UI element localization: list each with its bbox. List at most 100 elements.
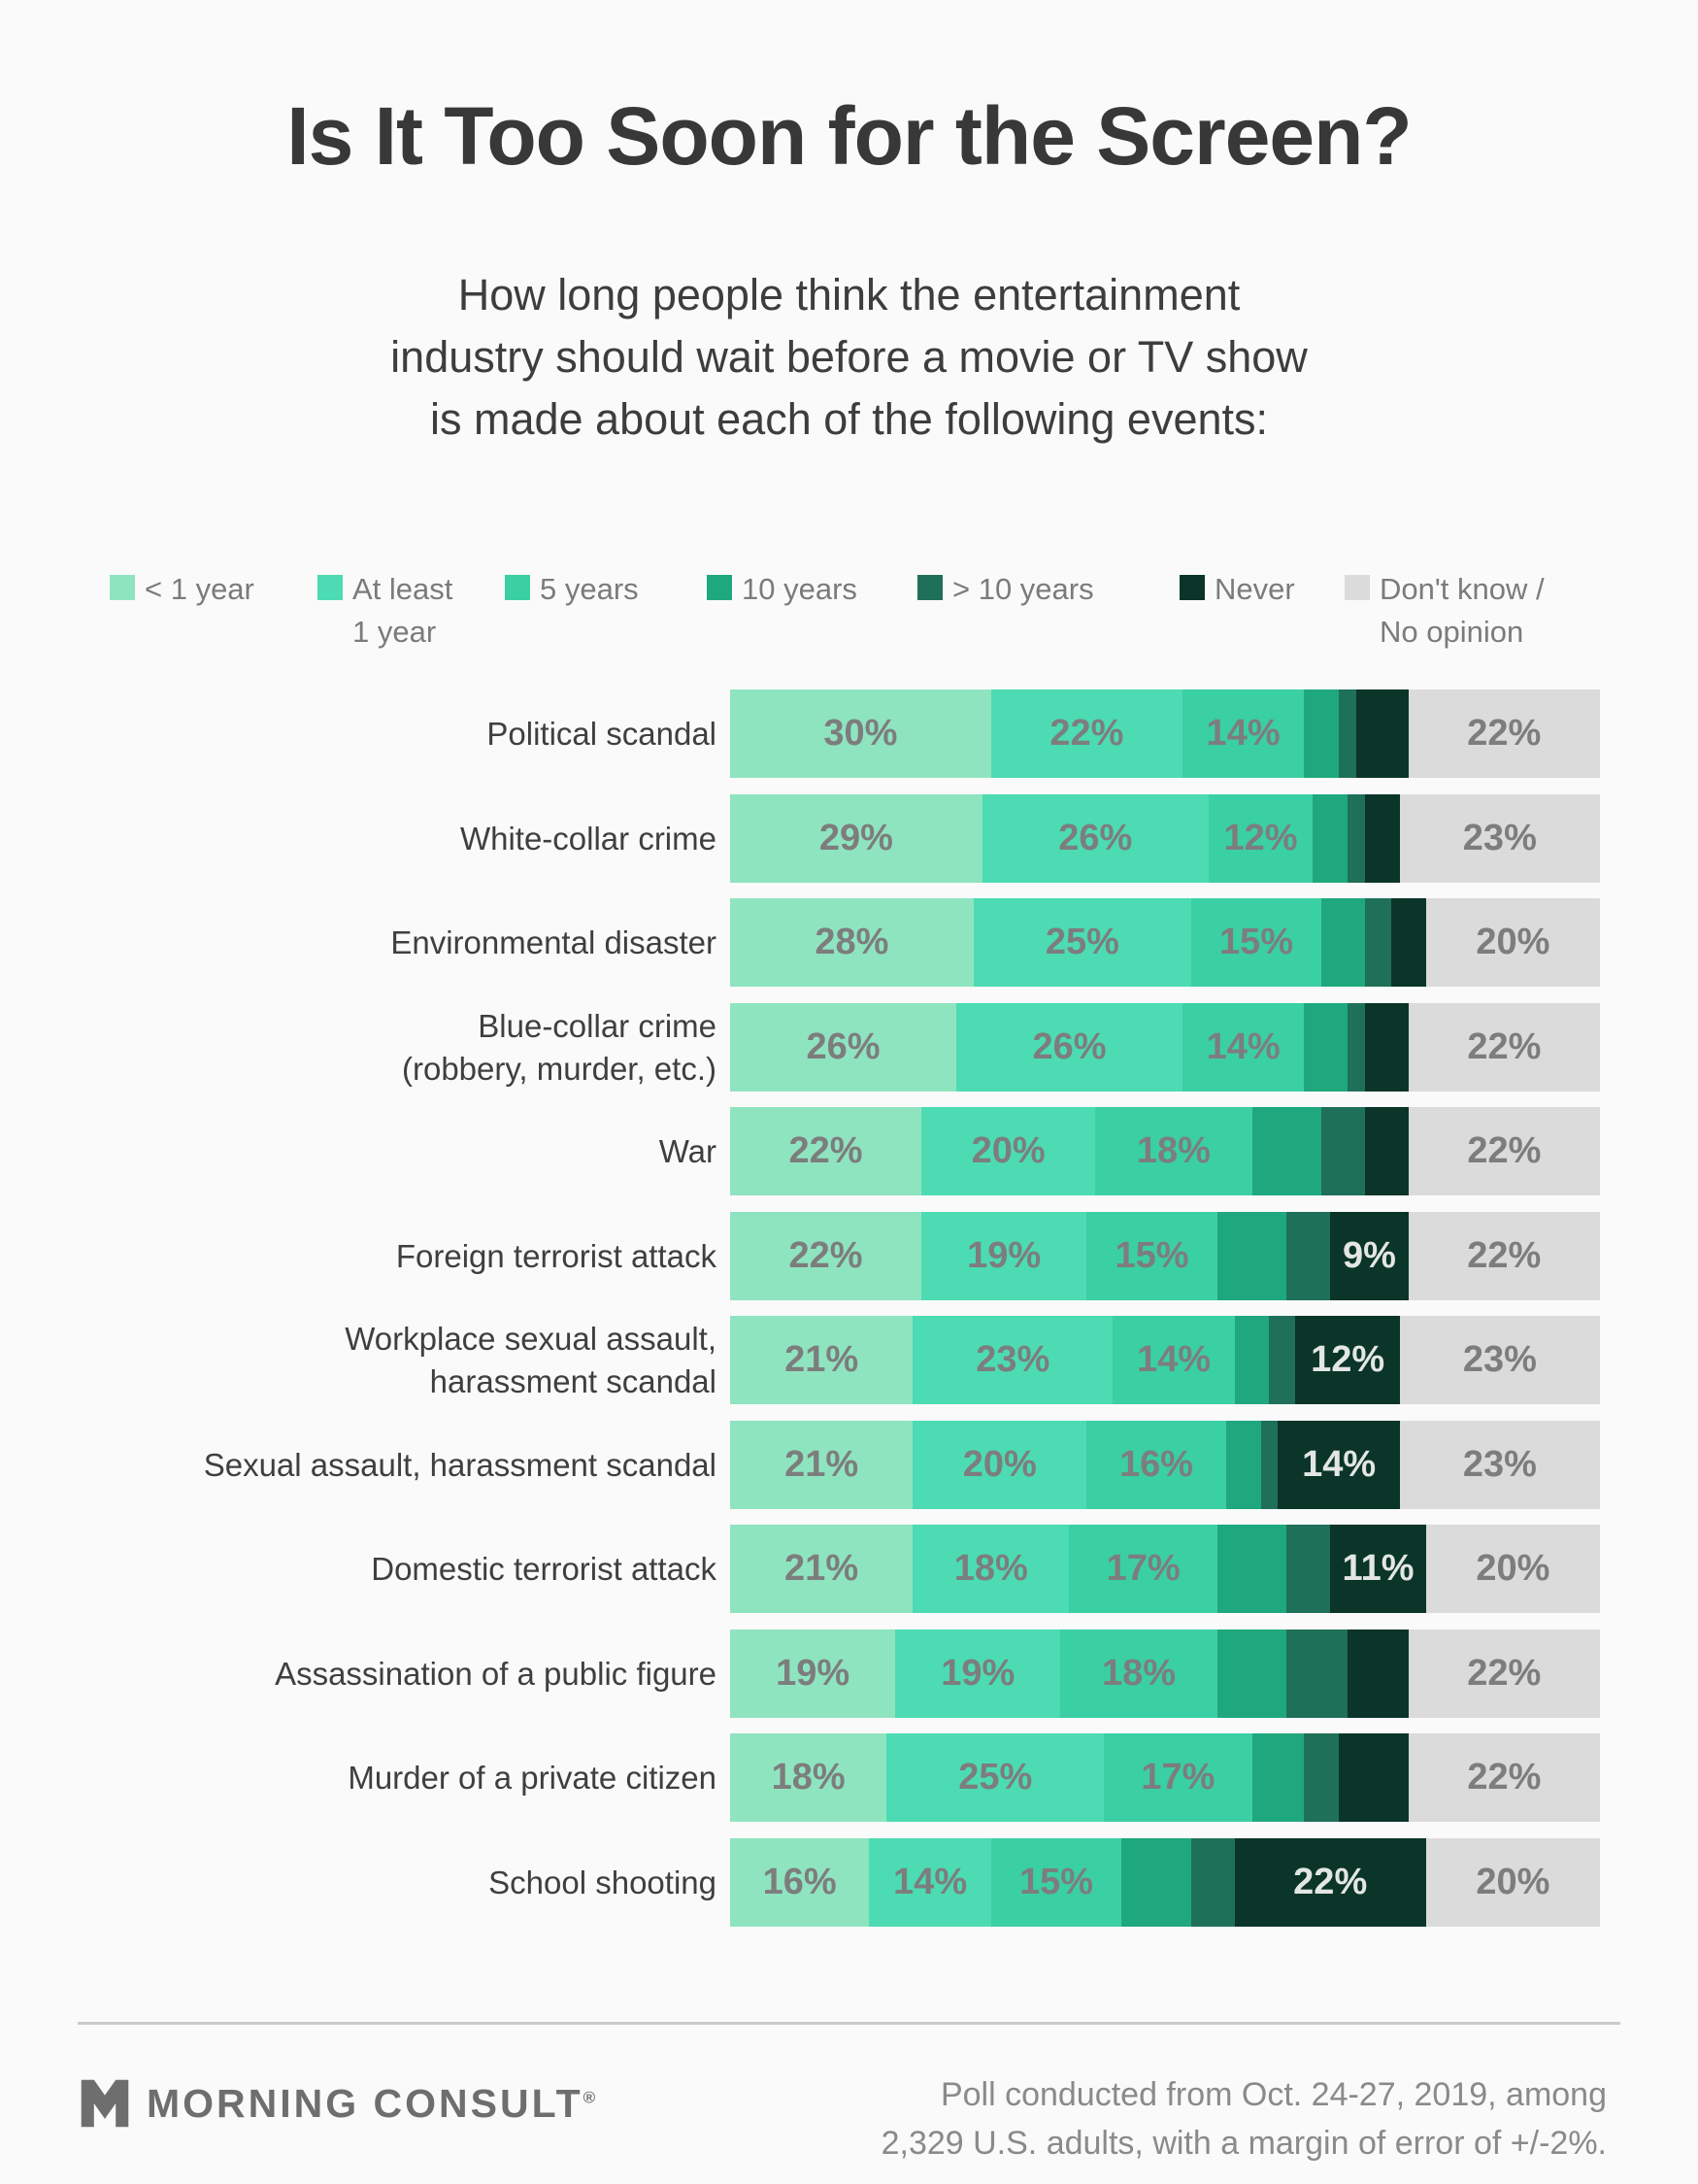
- segment-value-label: 22%: [1467, 1026, 1542, 1067]
- segment-value-label: 25%: [958, 1757, 1033, 1798]
- segment-value-label: 20%: [1476, 1862, 1550, 1902]
- bar-segment: 19%: [895, 1630, 1061, 1718]
- category-label-line: (robbery, murder, etc.): [402, 1050, 716, 1087]
- bar-segment: 23%: [1399, 1421, 1600, 1509]
- legend-label-line: Don't know /: [1380, 572, 1545, 606]
- chart-row: Domestic terrorist attack 21% 18% 17% 11% 20%: [0, 1525, 1698, 1613]
- legend-label-line: > 10 years: [952, 572, 1094, 606]
- segment-value-label: 14%: [1206, 1026, 1281, 1067]
- bar-segment: 14%: [1113, 1316, 1235, 1404]
- page-subtitle: How long people think the entertainment …: [0, 264, 1698, 451]
- legend-swatch-icon: [317, 575, 343, 600]
- legend-label: 10 years: [742, 568, 857, 611]
- bar-segment: 22%: [730, 1107, 922, 1195]
- category-label-line: harassment scandal: [429, 1362, 716, 1399]
- legend-label: Don't know / No opinion: [1380, 568, 1545, 654]
- chart-row: Environmental disaster 28% 25% 15% 20%: [0, 898, 1698, 987]
- bar-segment: [1251, 1733, 1305, 1822]
- segment-value-label: 18%: [1101, 1653, 1177, 1694]
- segment-value-label: 20%: [971, 1130, 1046, 1171]
- stacked-bar: 21% 23% 14% 12% 23%: [730, 1316, 1600, 1404]
- segment-value-label: 12%: [1223, 818, 1298, 858]
- bar-segment: [1216, 1212, 1287, 1300]
- chart-row: School shooting 16% 14% 15% 22% 20%: [0, 1838, 1698, 1927]
- bar-segment: 20%: [1425, 1525, 1600, 1613]
- bar-segment: 23%: [1399, 794, 1600, 883]
- segment-value-label: 14%: [1206, 713, 1281, 754]
- bar-segment: 18%: [1095, 1107, 1252, 1195]
- legend-item: < 1 year: [110, 568, 254, 611]
- bar-segment: 26%: [956, 1003, 1182, 1092]
- bar-segment: [1190, 1838, 1235, 1927]
- chart-row: Workplace sexual assault, harassment scan…: [0, 1316, 1698, 1404]
- category-label-line: Political scandal: [486, 715, 716, 752]
- bar-segment: [1304, 1003, 1348, 1092]
- subtitle-line: industry should wait before a movie or T…: [390, 332, 1308, 382]
- segment-value-label: 22%: [1467, 1757, 1542, 1798]
- bar-segment: [1365, 1003, 1409, 1092]
- bar-segment: [1260, 1421, 1279, 1509]
- page-title: Is It Too Soon for the Screen?: [286, 90, 1413, 182]
- segment-value-label: 19%: [941, 1653, 1015, 1694]
- chart-row: Political scandal 30% 22% 14% 22%: [0, 689, 1698, 778]
- bar-segment: [1313, 794, 1348, 883]
- bar-segment: 21%: [730, 1316, 914, 1404]
- bar-segment: [1251, 1107, 1322, 1195]
- chart-row: Foreign terrorist attack 22% 19% 15% 9% 22%: [0, 1212, 1698, 1300]
- segment-value-label: 21%: [784, 1548, 859, 1589]
- bar-segment: [1304, 689, 1340, 778]
- segment-value-label: 21%: [784, 1339, 859, 1380]
- bar-segment: 15%: [1086, 1212, 1217, 1300]
- bar-segment: 20%: [1425, 898, 1600, 987]
- legend-label-line: No opinion: [1380, 615, 1524, 649]
- segment-value-label: 22%: [1467, 713, 1542, 754]
- category-label-line: Murder of a private citizen: [348, 1759, 716, 1796]
- stacked-bar: 29% 26% 12% 23%: [730, 794, 1600, 883]
- stacked-bar: 16% 14% 15% 22% 20%: [730, 1838, 1600, 1927]
- legend-item: Never: [1180, 568, 1295, 611]
- bar-segment: [1234, 1316, 1270, 1404]
- segment-value-label: 25%: [1045, 922, 1119, 962]
- morning-consult-logo-icon: [81, 2079, 129, 2128]
- legend-swatch-icon: [505, 575, 530, 600]
- bar-segment: 16%: [1086, 1421, 1226, 1509]
- segment-value-label: 26%: [1058, 818, 1133, 858]
- legend-item: 10 years: [707, 568, 857, 611]
- bar-segment: 30%: [730, 689, 991, 778]
- segment-value-label: 22%: [1049, 713, 1124, 754]
- bar-segment: 14%: [1278, 1421, 1400, 1509]
- segment-value-label: 22%: [788, 1235, 863, 1276]
- segment-value-label: 21%: [784, 1444, 859, 1485]
- legend-swatch-icon: [707, 575, 732, 600]
- bar-segment: [1304, 1733, 1340, 1822]
- legend-label: > 10 years: [952, 568, 1094, 611]
- bar-segment: 29%: [730, 794, 982, 883]
- bar-segment: [1365, 1107, 1409, 1195]
- segment-value-label: 28%: [815, 922, 889, 962]
- legend-item: > 10 years: [917, 568, 1094, 611]
- segment-value-label: 23%: [1462, 1444, 1537, 1485]
- category-label: Political scandal: [78, 689, 716, 778]
- segment-value-label: 20%: [1476, 1548, 1550, 1589]
- segment-value-label: 15%: [1219, 922, 1294, 962]
- bar-segment: 22%: [1408, 1212, 1600, 1300]
- bar-segment: [1364, 794, 1400, 883]
- legend-item: At least 1 year: [317, 568, 452, 654]
- bar-segment: [1225, 1421, 1261, 1509]
- legend-label-line: 5 years: [540, 572, 639, 606]
- bar-segment: 20%: [1425, 1838, 1600, 1927]
- segment-value-label: 30%: [823, 713, 898, 754]
- footer-divider: [78, 2022, 1620, 2025]
- bar-segment: 25%: [886, 1733, 1105, 1822]
- stacked-bar: 22% 20% 18% 22%: [730, 1107, 1600, 1195]
- segment-value-label: 23%: [1462, 1339, 1537, 1380]
- legend-swatch-icon: [110, 575, 135, 600]
- bar-segment: [1286, 1212, 1331, 1300]
- bar-segment: [1269, 1316, 1296, 1404]
- bar-segment: [1348, 794, 1365, 883]
- bar-segment: 21%: [730, 1421, 914, 1509]
- category-label: School shooting: [78, 1838, 716, 1927]
- segment-value-label: 15%: [1115, 1235, 1189, 1276]
- segment-value-label: 11%: [1342, 1548, 1415, 1589]
- category-label: Assassination of a public figure: [78, 1630, 716, 1718]
